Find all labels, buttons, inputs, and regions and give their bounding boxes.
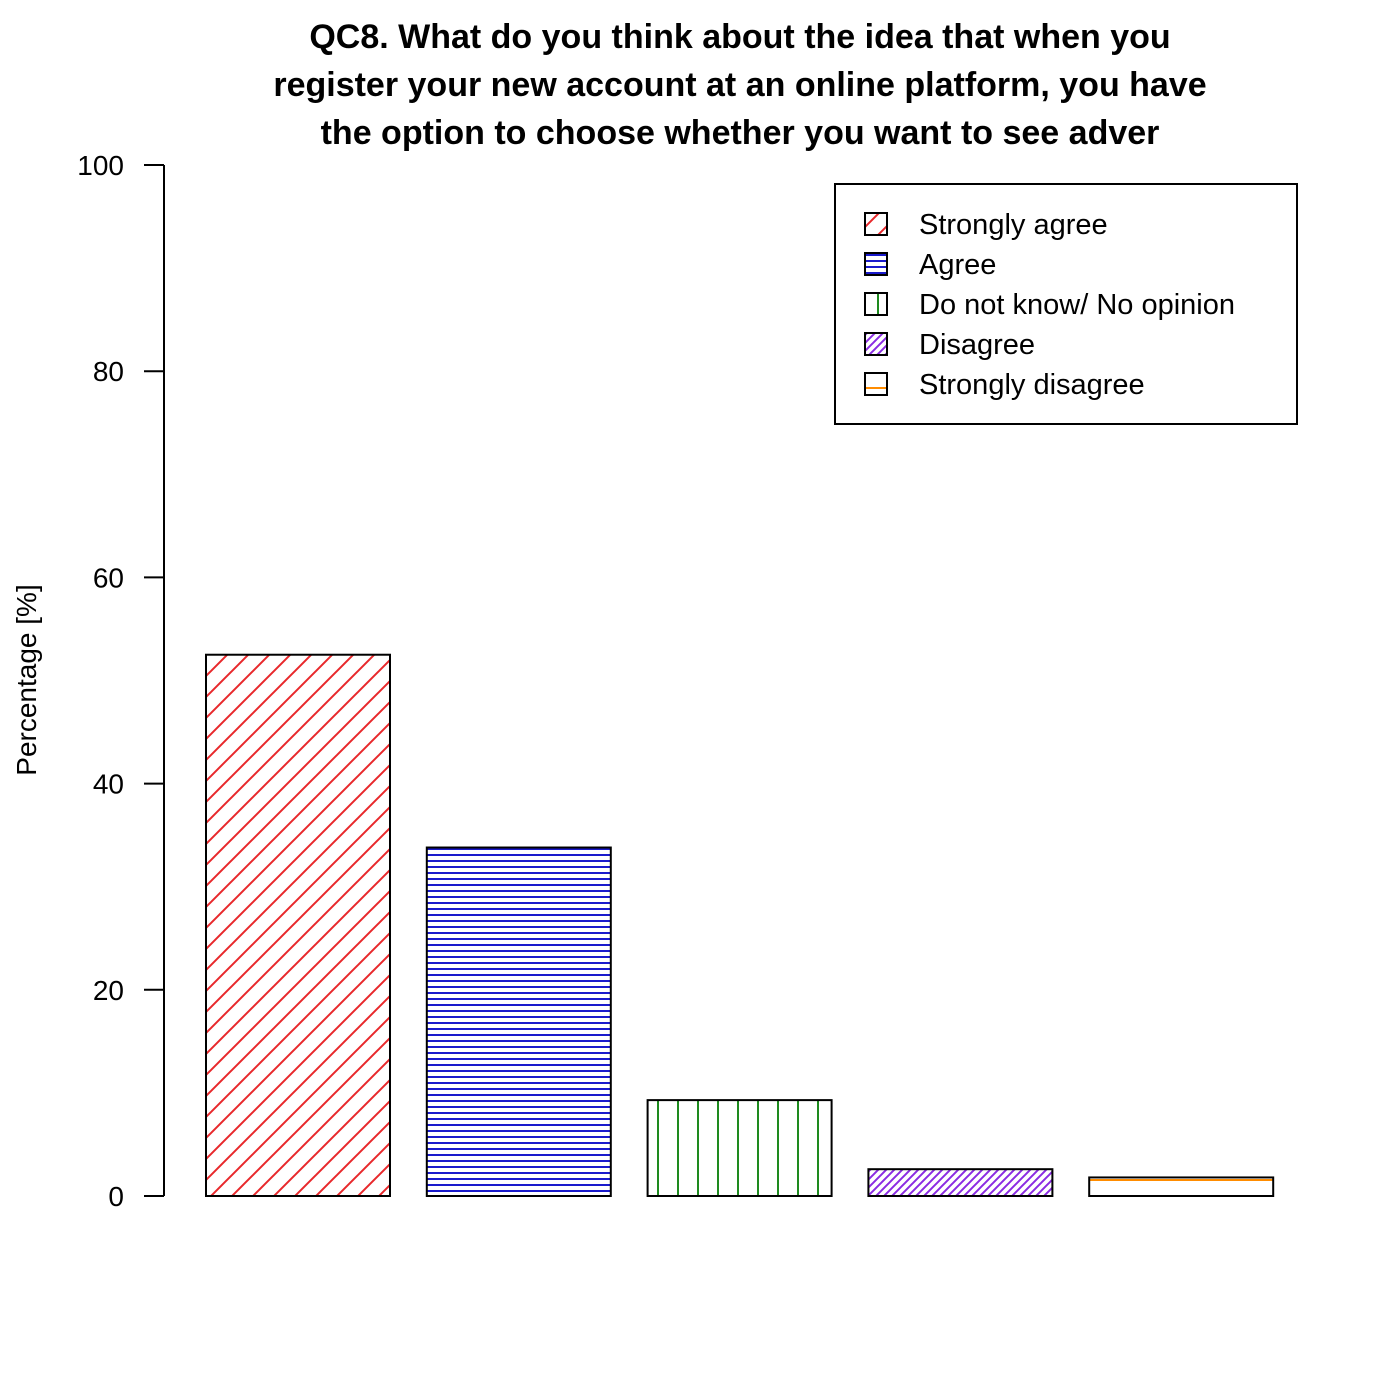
legend-label: Disagree xyxy=(919,329,1035,361)
y-tick-label: 40 xyxy=(93,769,124,800)
legend-swatch xyxy=(864,332,888,356)
y-tick-label: 100 xyxy=(77,150,124,181)
y-axis: 0 20 40 60 80 100 xyxy=(77,150,165,1212)
chart-title-line-1: QC8. What do you think about the idea th… xyxy=(309,18,1170,56)
bar xyxy=(867,1168,1054,1197)
legend-swatch xyxy=(864,252,888,276)
legend-label: Strongly disagree xyxy=(919,369,1145,401)
legend: Strongly agree Agree Do not know/ No opini… xyxy=(834,183,1298,425)
legend-swatch xyxy=(864,372,888,396)
bar xyxy=(1088,1176,1275,1198)
legend-label: Strongly agree xyxy=(919,209,1108,241)
y-axis-label: Percentage [%] xyxy=(11,584,42,775)
y-tick-label: 0 xyxy=(108,1181,124,1212)
bar xyxy=(205,653,391,1197)
y-tick-label: 80 xyxy=(93,356,124,387)
bar xyxy=(425,846,612,1197)
chart-title-line-2: register your new account at an online p… xyxy=(273,66,1206,104)
legend-label: Do not know/ No opinion xyxy=(919,289,1235,321)
chart-title: QC8. What do you think about the idea th… xyxy=(273,18,1206,152)
chart-title-line-3: the option to choose whether you want to… xyxy=(321,114,1160,152)
y-tick-label: 20 xyxy=(93,975,124,1006)
bar xyxy=(646,1099,833,1197)
legend-swatch xyxy=(864,212,888,236)
legend-swatch xyxy=(864,292,888,316)
bars xyxy=(205,653,1275,1198)
y-tick-label: 60 xyxy=(93,562,124,593)
legend-label: Agree xyxy=(919,249,996,281)
legend-box xyxy=(834,183,1298,425)
